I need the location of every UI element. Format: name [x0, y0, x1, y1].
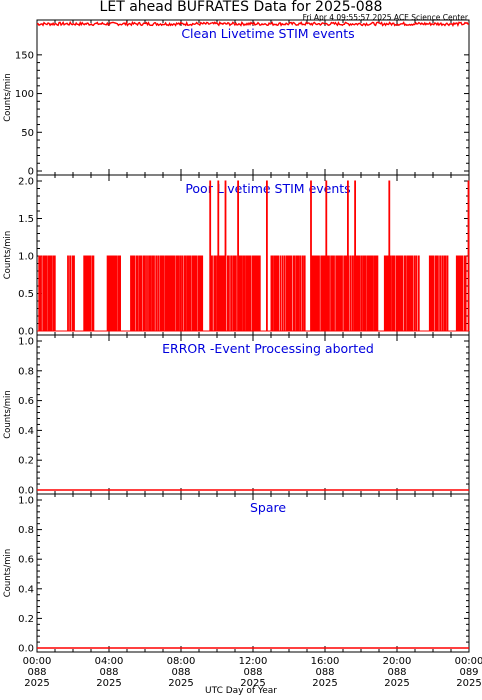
- timestamp: Fri Apr 4 09:55:57 2025 ACE Science Cent…: [302, 13, 468, 22]
- panel-title: Poor Livetime STIM events: [185, 181, 350, 196]
- x-tick-label: 2025: [24, 678, 49, 689]
- x-tick-label: 088: [171, 667, 190, 678]
- panel-title: Clean Livetime STIM events: [181, 26, 354, 41]
- y-tick-label: 0: [28, 167, 34, 178]
- x-tick-label: 2025: [312, 678, 337, 689]
- y-tick-label: 0.6: [18, 396, 34, 407]
- panel-frame: [36, 493, 470, 653]
- x-tick-label: 04:00: [95, 656, 124, 667]
- x-tick-label: 16:00: [311, 656, 340, 667]
- y-tick-label: 0.4: [18, 584, 34, 595]
- y-tick-label: 0.5: [18, 289, 34, 300]
- x-tick-label: 088: [315, 667, 334, 678]
- y-axis-label: Counts/min: [3, 549, 13, 598]
- y-tick-label: 0.8: [18, 366, 34, 377]
- x-tick-label: 2025: [240, 678, 265, 689]
- y-tick-label: 0.8: [18, 525, 34, 536]
- y-tick-label: 150: [15, 50, 34, 61]
- y-tick-label: 1.0: [18, 337, 34, 348]
- x-tick-label: 20:00: [383, 656, 412, 667]
- x-tick-label: 00:00: [23, 656, 52, 667]
- panel-frame: [36, 19, 470, 176]
- y-tick-label: 0.2: [18, 614, 34, 625]
- panel-title: Spare: [250, 500, 286, 515]
- y-tick-label: 0.0: [18, 644, 34, 655]
- x-tick-label: 088: [99, 667, 118, 678]
- series-line: [36, 20, 470, 27]
- panel-frame: [36, 334, 470, 495]
- y-axis-label: Counts/min: [3, 73, 13, 122]
- x-tick-label: 2025: [168, 678, 193, 689]
- y-tick-label: 0.4: [18, 426, 34, 437]
- y-tick-label: 50: [21, 128, 34, 139]
- x-tick-label: 088: [27, 667, 46, 678]
- y-tick-label: 2.0: [18, 177, 34, 188]
- x-tick-label: 08:00: [167, 656, 196, 667]
- panel-title: ERROR -Event Processing aborted: [162, 341, 374, 356]
- x-tick-label: 088: [243, 667, 262, 678]
- y-tick-label: 1.5: [18, 214, 34, 225]
- x-tick-label: 2025: [96, 678, 121, 689]
- x-tick-label: 2025: [384, 678, 409, 689]
- y-axis-label: Counts/min: [3, 390, 13, 439]
- x-axis-label: UTC Day of Year: [205, 686, 277, 696]
- x-tick-label: 12:00: [239, 656, 268, 667]
- x-tick-label: 088: [387, 667, 406, 678]
- series-line: [37, 180, 470, 332]
- x-tick-label: 2025: [456, 678, 481, 689]
- y-tick-label: 0.6: [18, 555, 34, 566]
- y-axis-label: Counts/min: [3, 231, 13, 280]
- y-tick-label: 0.0: [18, 486, 34, 497]
- y-tick-label: 1.0: [18, 252, 34, 263]
- x-tick-label: 089: [459, 667, 478, 678]
- y-tick-label: 100: [15, 89, 34, 100]
- y-tick-label: 0.0: [18, 327, 34, 338]
- x-tick-label: 00:00: [455, 656, 482, 667]
- y-tick-label: 1.0: [18, 496, 34, 507]
- chart-title: LET ahead BUFRATES Data for 2025-088: [99, 0, 383, 15]
- y-tick-label: 0.2: [18, 456, 34, 467]
